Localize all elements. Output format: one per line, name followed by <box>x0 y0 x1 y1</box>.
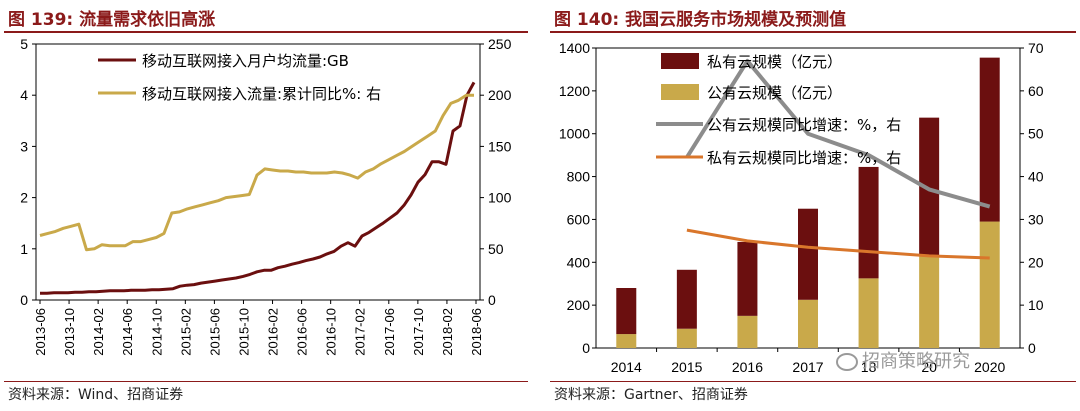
x-tick-label: 2016-02 <box>266 308 281 356</box>
x-tick-label: 2020 <box>974 359 1005 375</box>
y-right-tick-label: 50 <box>488 241 504 257</box>
bar-public-cloud <box>919 255 940 348</box>
y-left-tick-label: 2 <box>20 190 28 206</box>
left-title-rule <box>4 31 528 33</box>
bar-private-cloud <box>737 241 758 316</box>
y-right-tick-label: 30 <box>1028 211 1044 227</box>
legend-label-2: 移动互联网接入流量:累计同比%: 右 <box>142 85 381 103</box>
y-left-tick-label: 200 <box>567 297 591 313</box>
x-tick-label: 2018-06 <box>469 308 484 356</box>
y-right-tick-label: 50 <box>1028 126 1044 142</box>
bar-public-cloud <box>616 334 637 348</box>
y-left-tick-label: 600 <box>567 211 591 227</box>
right-chart-svg: 0 200 400 600 800 1000 1200 1400 0 10 20 30 40 50 60 70… <box>559 40 1044 375</box>
left-source-rule <box>4 381 528 382</box>
legend-label-3: 公有云规模同比增速：%，右 <box>707 116 901 134</box>
y-right-tick-label: 250 <box>488 36 512 52</box>
x-tick-label: 2014-06 <box>120 308 135 356</box>
y-left-tick-label: 1200 <box>559 83 590 99</box>
x-tick-label: 2017-02 <box>353 308 368 356</box>
series-line-1 <box>40 81 476 295</box>
y-right-tick-label: 60 <box>1028 83 1044 99</box>
y-left-tick-label: 0 <box>582 340 590 356</box>
x-tick-label: 2017-10 <box>411 308 426 356</box>
bar-public-cloud <box>798 299 818 348</box>
line-private-growth <box>686 228 990 260</box>
bar-public-cloud <box>979 221 1000 348</box>
left-chart-source: 资料来源：Wind、招商证券 <box>8 387 184 403</box>
bar-private-cloud <box>616 288 637 335</box>
y-right-tick-label: 100 <box>488 190 512 206</box>
x-tick-label: 2015-06 <box>207 308 222 356</box>
wechat-icon <box>836 353 858 371</box>
left-chart-title: 图 139: 流量需求依旧高涨 <box>8 10 216 30</box>
x-tick-label: 2013-10 <box>62 308 77 356</box>
bar-private-cloud <box>798 208 818 300</box>
legend-label-4: 私有云规模同比增速：%，右 <box>707 149 901 167</box>
y-left-tick-label: 1 <box>20 241 28 257</box>
x-tick-label: 2013-06 <box>33 308 48 356</box>
x-tick-label: 2015 <box>671 359 702 375</box>
y-left-tick-label: 1400 <box>559 40 590 56</box>
watermark-text: 招商策略研究 <box>862 351 970 372</box>
y-right-tick-label: 150 <box>488 138 512 154</box>
x-tick-label: 2014 <box>611 359 642 375</box>
x-tick-label: 2014-02 <box>91 308 106 356</box>
x-tick-label: 2014-10 <box>149 308 164 356</box>
y-right-tick-label: 20 <box>1028 254 1044 270</box>
watermark: 招商策略研究 <box>836 347 970 373</box>
y-left-tick-label: 3 <box>20 138 28 154</box>
bar-private-cloud <box>676 269 697 329</box>
x-tick-label: 18 <box>861 359 877 375</box>
legend-swatch-2 <box>661 84 699 100</box>
bar-private-cloud <box>858 166 879 279</box>
x-tick-label: 2017-06 <box>382 308 397 356</box>
legend-label-2: 公有云规模（亿元） <box>707 84 842 102</box>
left-chart-panel: 图 139: 流量需求依旧高涨 0 1 2 3 4 5 0 50 100 150 200 250 201… <box>0 0 532 411</box>
right-chart-source: 资料来源：Gartner、招商证券 <box>554 387 748 403</box>
y-left-tick-label: 800 <box>567 169 591 185</box>
x-tick-label: 2016 <box>732 359 763 375</box>
bar-public-cloud <box>737 315 758 348</box>
y-left-tick-label: 4 <box>20 87 28 103</box>
bar-private-cloud <box>979 57 1000 222</box>
x-tick-label: 2016-06 <box>295 308 310 356</box>
y-right-tick-label: 10 <box>1028 297 1044 313</box>
series-line-2 <box>39 93 474 252</box>
bar-public-cloud <box>676 328 697 348</box>
y-right-tick-label: 0 <box>1028 340 1036 356</box>
right-chart-panel: 图 140: 我国云服务市场规模及预测值 0 200 400 600 800 1000 12… <box>546 0 1080 411</box>
legend-swatch-1 <box>661 53 699 69</box>
right-chart-title: 图 140: 我国云服务市场规模及预测值 <box>554 10 847 30</box>
plot-frame <box>35 43 481 301</box>
line-public-growth <box>685 58 991 209</box>
y-right-tick-label: 40 <box>1028 169 1044 185</box>
y-right-tick-label: 70 <box>1028 40 1044 56</box>
bar-private-cloud <box>919 117 940 256</box>
y-left-tick-label: 5 <box>20 36 28 52</box>
x-tick-label: 20 <box>921 359 937 375</box>
y-right-tick-label: 0 <box>488 292 496 308</box>
x-tick-label: 2015-10 <box>236 308 251 356</box>
legend-label-1: 移动互联网接入月户均流量:GB <box>142 52 349 70</box>
x-tick-label: 2017 <box>792 359 823 375</box>
legend-label-1: 私有云规模（亿元） <box>707 53 842 71</box>
y-left-tick-label: 400 <box>567 254 591 270</box>
right-source-rule <box>550 381 1076 382</box>
y-right-tick-label: 200 <box>488 87 512 103</box>
y-left-tick-label: 1000 <box>559 126 590 142</box>
right-title-rule <box>550 31 1076 33</box>
x-tick-label: 2016-10 <box>324 308 339 356</box>
y-left-tick-label: 0 <box>20 292 28 308</box>
x-tick-label: 2018-02 <box>440 308 455 356</box>
x-tick-label: 2015-02 <box>178 308 193 356</box>
bar-public-cloud <box>858 278 879 348</box>
